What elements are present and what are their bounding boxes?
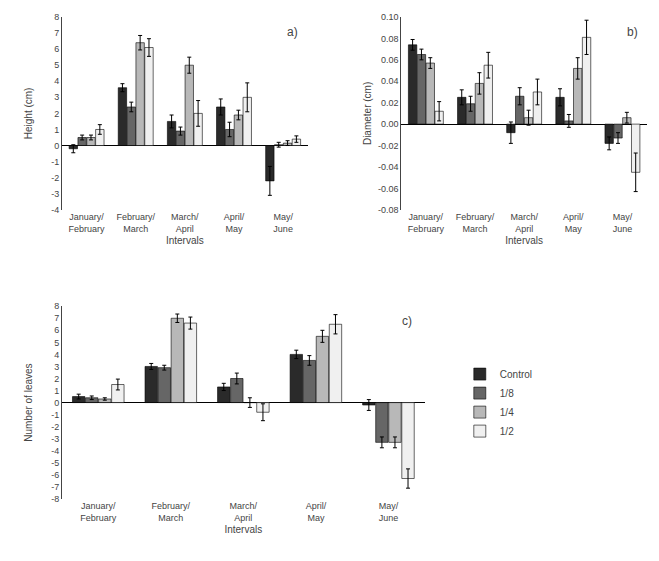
svg-text:Control: Control (500, 369, 532, 380)
svg-text:c): c) (402, 314, 412, 328)
svg-text:-4: -4 (51, 446, 59, 456)
svg-text:4: 4 (54, 76, 59, 86)
svg-text:8: 8 (54, 301, 59, 311)
svg-text:0.02: 0.02 (381, 98, 399, 108)
svg-text:6: 6 (54, 44, 59, 54)
svg-text:February/March: February/March (152, 501, 191, 523)
svg-text:a): a) (287, 25, 298, 39)
svg-text:0: 0 (54, 398, 59, 408)
svg-text:January/February: January/February (80, 501, 117, 523)
svg-text:7: 7 (54, 313, 59, 323)
svg-text:March/April: March/April (510, 212, 538, 234)
svg-text:2: 2 (54, 374, 59, 384)
svg-text:Intervals: Intervals (224, 524, 262, 535)
svg-text:4: 4 (54, 350, 59, 360)
svg-text:Height (cm): Height (cm) (23, 88, 34, 140)
svg-text:1: 1 (54, 386, 59, 396)
svg-text:2: 2 (54, 109, 59, 119)
svg-text:February/March: February/March (116, 212, 155, 234)
svg-text:0.10: 0.10 (381, 12, 399, 22)
svg-text:April/May: April/May (306, 501, 327, 523)
svg-text:1/8: 1/8 (500, 388, 514, 399)
svg-text:0.06: 0.06 (381, 55, 399, 65)
svg-text:8: 8 (54, 12, 59, 22)
svg-text:5: 5 (54, 60, 59, 70)
svg-text:0.00: 0.00 (381, 119, 399, 129)
svg-text:Intervals: Intervals (505, 235, 543, 246)
svg-text:May/June: May/June (273, 212, 293, 234)
svg-text:-2: -2 (51, 422, 59, 432)
svg-text:0.04: 0.04 (381, 76, 399, 86)
svg-text:-7: -7 (51, 482, 59, 492)
svg-text:-4: -4 (51, 205, 59, 215)
svg-text:-5: -5 (51, 458, 59, 468)
svg-text:7: 7 (54, 28, 59, 38)
svg-text:6: 6 (54, 325, 59, 335)
svg-text:January/February: January/February (69, 212, 106, 234)
svg-text:-1: -1 (51, 410, 59, 420)
svg-text:February/March: February/March (456, 212, 495, 234)
svg-text:Diameter (cm): Diameter (cm) (362, 82, 373, 145)
svg-text:-2: -2 (51, 173, 59, 183)
svg-text:May/June: May/June (613, 212, 633, 234)
svg-text:5: 5 (54, 338, 59, 348)
svg-text:-8: -8 (51, 494, 59, 504)
svg-text:-0.08: -0.08 (378, 205, 399, 215)
svg-text:January/February: January/February (408, 212, 445, 234)
svg-text:3: 3 (54, 362, 59, 372)
svg-text:-0.02: -0.02 (378, 141, 399, 151)
svg-text:March/April: March/April (230, 501, 258, 523)
svg-text:May/June: May/June (379, 501, 399, 523)
svg-text:1/4: 1/4 (500, 407, 514, 418)
svg-text:-3: -3 (51, 189, 59, 199)
svg-text:Number of leaves: Number of leaves (23, 363, 34, 441)
svg-text:1/2: 1/2 (500, 426, 514, 437)
svg-text:-1: -1 (51, 157, 59, 167)
svg-text:April/May: April/May (224, 212, 245, 234)
svg-text:Intervals: Intervals (166, 235, 204, 246)
svg-text:-0.06: -0.06 (378, 184, 399, 194)
svg-text:3: 3 (54, 92, 59, 102)
svg-text:0.08: 0.08 (381, 34, 399, 44)
svg-text:0: 0 (54, 141, 59, 151)
svg-text:April/May: April/May (563, 212, 584, 234)
svg-text:-6: -6 (51, 470, 59, 480)
svg-text:March/April: March/April (171, 212, 199, 234)
svg-text:1: 1 (54, 125, 59, 135)
svg-text:b): b) (627, 25, 638, 39)
svg-text:-0.04: -0.04 (378, 162, 399, 172)
svg-text:-3: -3 (51, 434, 59, 444)
